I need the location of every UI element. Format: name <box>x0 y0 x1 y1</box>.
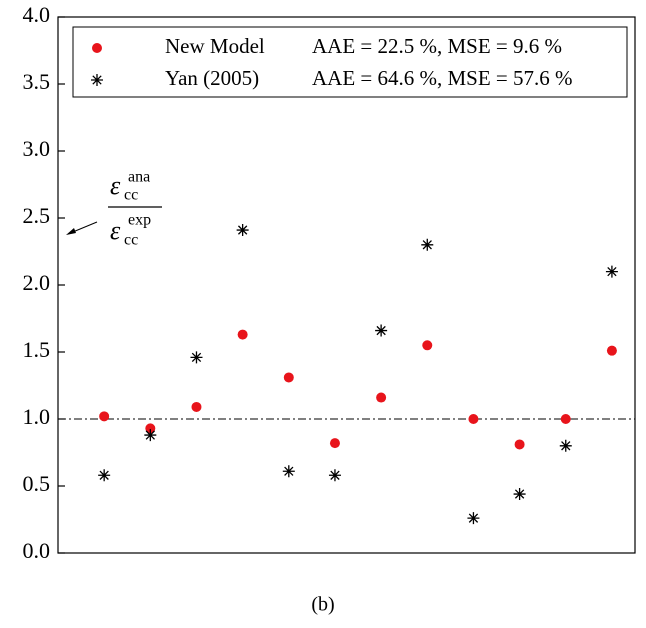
point <box>375 324 388 337</box>
y-tick-label: 0.5 <box>23 471 51 496</box>
annotation: ε cc ana ε cc exp <box>66 169 162 249</box>
point <box>606 345 617 356</box>
point <box>328 469 341 482</box>
point <box>237 329 248 340</box>
annotation-symbol: ε <box>110 216 121 245</box>
annotation-subscript: cc <box>124 187 138 204</box>
point <box>467 512 480 525</box>
annotation-superscript: ana <box>128 169 150 186</box>
annotation-symbol: ε <box>110 171 121 200</box>
point <box>236 224 249 237</box>
point <box>376 392 387 403</box>
point <box>605 265 618 278</box>
y-tick-label: 1.5 <box>23 337 51 362</box>
point <box>191 401 202 412</box>
legend-label: Yan (2005) <box>165 66 259 90</box>
caption: (b) <box>311 594 334 616</box>
annotation-superscript: exp <box>128 212 151 229</box>
point <box>468 414 479 424</box>
y-tick-label: 3.0 <box>23 136 51 161</box>
legend-stats: AAE = 22.5 %, MSE = 9.6 % <box>312 34 562 58</box>
point <box>421 238 434 251</box>
point <box>99 411 110 422</box>
point <box>329 438 340 449</box>
legend-stats: AAE = 64.6 %, MSE = 57.6 % <box>312 66 573 90</box>
point <box>98 469 111 482</box>
point <box>190 351 203 364</box>
y-tick-label: 2.0 <box>23 270 51 295</box>
legend-marker <box>91 74 103 86</box>
point <box>559 439 572 452</box>
legend-box <box>72 26 628 98</box>
point <box>282 465 295 478</box>
point <box>513 488 526 501</box>
legend-label: New Model <box>165 34 265 58</box>
point <box>283 372 294 383</box>
annotation-subscript: cc <box>124 232 138 249</box>
y-tick-label: 3.5 <box>23 69 51 94</box>
point <box>514 439 525 450</box>
y-tick-label: 1.0 <box>23 404 51 429</box>
arrow-head <box>66 228 76 235</box>
y-tick-label: 2.5 <box>23 203 51 228</box>
y-tick-label: 0.0 <box>23 538 51 563</box>
legend-marker <box>92 43 102 53</box>
y-tick-label: 4.0 <box>23 2 51 27</box>
point <box>422 340 433 351</box>
point <box>144 429 157 442</box>
point <box>560 414 571 424</box>
point <box>145 423 156 434</box>
